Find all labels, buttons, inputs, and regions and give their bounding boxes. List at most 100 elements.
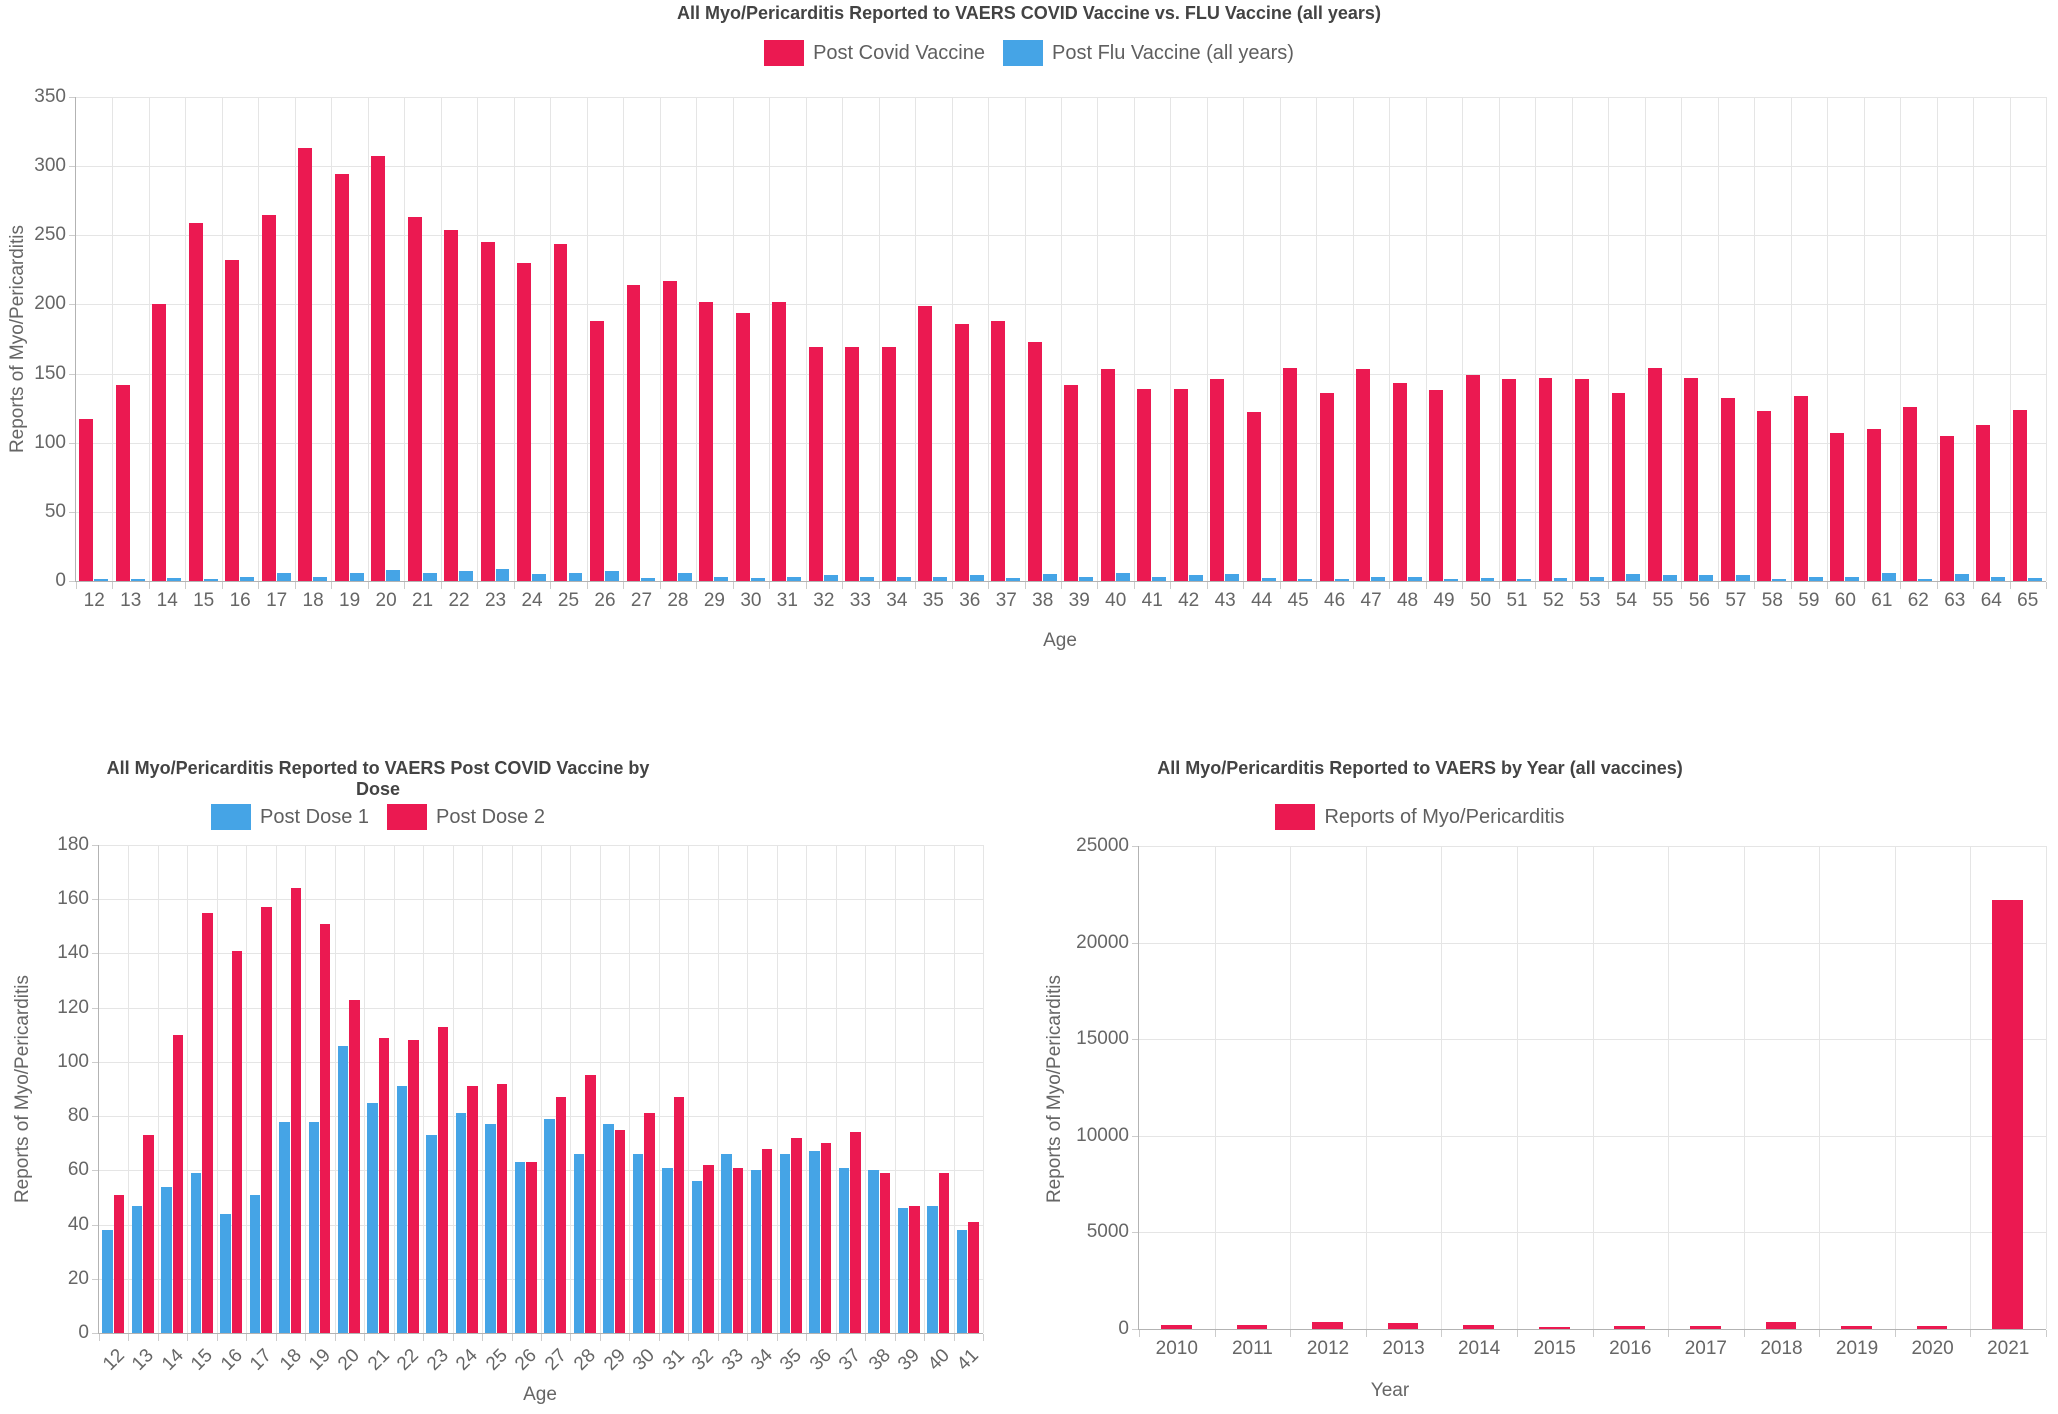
gridline bbox=[1279, 97, 1281, 581]
bar-post-dose-1-19 bbox=[308, 1121, 319, 1333]
gridline bbox=[482, 845, 484, 1333]
bar-post-covid-vaccine-44 bbox=[1246, 412, 1261, 581]
bar-post-dose-1-34 bbox=[750, 1170, 761, 1333]
x-tick-mark bbox=[2046, 582, 2047, 589]
y-tick-label: 120 bbox=[57, 996, 89, 1018]
bar-post-covid-vaccine-41 bbox=[1137, 388, 1152, 581]
legend-item-post-dose-1[interactable]: Post Dose 1 bbox=[211, 804, 369, 830]
bar-post-flu-vaccine-all-years--53 bbox=[1589, 576, 1604, 581]
bar-post-flu-vaccine-all-years--45 bbox=[1298, 579, 1313, 581]
gridline bbox=[1571, 97, 1573, 581]
bar-post-dose-2-23 bbox=[437, 1026, 449, 1333]
bar-post-covid-vaccine-64 bbox=[1976, 424, 1991, 581]
x-tick-label: 2020 bbox=[1911, 1338, 1954, 1359]
legend-item-post-flu-vaccine[interactable]: Post Flu Vaccine (all years) bbox=[1003, 40, 1294, 66]
y-tick-label: 350 bbox=[34, 86, 66, 107]
legend-swatch-blue bbox=[1003, 40, 1043, 66]
x-tick-mark bbox=[732, 582, 734, 589]
bar-post-dose-2-20 bbox=[349, 999, 360, 1333]
x-tick-label: 51 bbox=[1506, 590, 1528, 611]
gridline bbox=[953, 845, 955, 1333]
gridline bbox=[1608, 97, 1610, 581]
x-tick-label: 37 bbox=[995, 590, 1017, 611]
bar-post-flu-vaccine-all-years--33 bbox=[860, 576, 875, 581]
legend-swatch-red bbox=[387, 804, 427, 830]
x-tick-mark bbox=[1214, 1330, 1216, 1337]
bar-post-dose-2-25 bbox=[496, 1083, 508, 1333]
bar-post-covid-vaccine-50 bbox=[1465, 374, 1480, 581]
bar-post-dose-1-25 bbox=[485, 1124, 496, 1333]
legend-item-reports[interactable]: Reports of Myo/Pericarditis bbox=[1275, 804, 1565, 830]
chart-legend: Post Covid Vaccine Post Flu Vaccine (all… bbox=[0, 40, 2058, 66]
x-tick-mark bbox=[1024, 582, 1026, 589]
x-tick-label: 65 bbox=[2017, 590, 2039, 611]
gridline bbox=[258, 97, 260, 581]
bar-post-flu-vaccine-all-years--50 bbox=[1480, 578, 1495, 581]
gridline bbox=[1243, 97, 1245, 581]
x-tick-mark bbox=[2046, 1330, 2047, 1337]
plot-area: 0 50 100 150 200 250 300 350 12 13 14 15 16 17 18 19 20 2… bbox=[34, 86, 2047, 611]
x-tick-mark bbox=[1894, 1330, 1896, 1337]
x-tick-mark bbox=[878, 582, 880, 589]
legend-label: Reports of Myo/Pericarditis bbox=[1324, 805, 1565, 828]
gridline bbox=[1592, 846, 1594, 1329]
x-tick-mark bbox=[623, 582, 625, 589]
x-tick-label: 41 bbox=[1141, 590, 1163, 611]
bar-post-flu-vaccine-all-years--52 bbox=[1553, 578, 1568, 581]
bar-reports-of-myo-pericarditis-2017 bbox=[1690, 1326, 1721, 1329]
x-tick-label: 40 bbox=[1105, 590, 1127, 611]
x-tick-label: 19 bbox=[339, 590, 361, 611]
bar-post-flu-vaccine-all-years--13 bbox=[130, 579, 145, 581]
gridline bbox=[696, 97, 698, 581]
bar-post-flu-vaccine-all-years--24 bbox=[532, 574, 546, 581]
x-tick-mark bbox=[1498, 582, 1500, 589]
bar-post-dose-2-39 bbox=[909, 1205, 920, 1333]
legend-item-post-covid-vaccine[interactable]: Post Covid Vaccine bbox=[764, 40, 985, 66]
bar-post-flu-vaccine-all-years--41 bbox=[1152, 576, 1167, 581]
x-tick-label: 12 bbox=[83, 590, 105, 611]
bar-post-covid-vaccine-38 bbox=[1027, 341, 1042, 581]
bar-reports-of-myo-pericarditis-2021 bbox=[1992, 900, 2024, 1329]
gridline bbox=[1441, 846, 1443, 1329]
gridline bbox=[1535, 97, 1537, 581]
bar-post-dose-2-32 bbox=[703, 1164, 714, 1333]
y-tick-label: 0 bbox=[78, 1322, 89, 1343]
x-tick-mark bbox=[659, 582, 661, 589]
bar-post-covid-vaccine-18 bbox=[298, 148, 313, 581]
y-tick-mark bbox=[1132, 942, 1138, 944]
bar-post-covid-vaccine-61 bbox=[1866, 428, 1881, 581]
x-tick-mark bbox=[1441, 1330, 1443, 1337]
y-tick-label: 160 bbox=[57, 888, 89, 910]
x-tick-label: 35 bbox=[922, 590, 944, 611]
x-tick-label: 58 bbox=[1761, 590, 1783, 611]
bar-post-dose-1-14 bbox=[161, 1186, 172, 1333]
x-tick-mark bbox=[157, 1334, 159, 1341]
bar-reports-of-myo-pericarditis-2012 bbox=[1312, 1322, 1343, 1329]
bar-post-flu-vaccine-all-years--29 bbox=[714, 576, 729, 581]
bar-post-covid-vaccine-30 bbox=[735, 312, 750, 581]
bar-post-dose-1-28 bbox=[573, 1154, 585, 1333]
bar-post-covid-vaccine-16 bbox=[225, 260, 240, 581]
gridline bbox=[599, 845, 601, 1333]
bar-post-flu-vaccine-all-years--54 bbox=[1626, 574, 1641, 581]
gridline bbox=[1425, 97, 1427, 581]
x-tick-label: 43 bbox=[1214, 590, 1236, 611]
bar-post-flu-vaccine-all-years--62 bbox=[1918, 579, 1933, 581]
bar-post-covid-vaccine-14 bbox=[152, 304, 167, 581]
y-tick-mark bbox=[92, 1170, 98, 1172]
x-tick-label: 47 bbox=[1360, 590, 1382, 611]
x-tick-label: 32 bbox=[813, 590, 835, 611]
bar-post-covid-vaccine-59 bbox=[1793, 395, 1808, 581]
x-tick-label: 2021 bbox=[1987, 1338, 2030, 1359]
legend-item-post-dose-2[interactable]: Post Dose 2 bbox=[387, 804, 545, 830]
bar-post-dose-2-33 bbox=[732, 1167, 744, 1333]
gridline bbox=[1498, 97, 1500, 581]
x-tick-label: 13 bbox=[120, 590, 142, 611]
gridline bbox=[1970, 846, 1972, 1329]
x-tick-mark bbox=[688, 1334, 690, 1341]
x-tick-mark bbox=[806, 1334, 808, 1341]
x-tick-mark bbox=[513, 582, 515, 589]
x-tick-label: 53 bbox=[1579, 590, 1601, 611]
bar-post-covid-vaccine-27 bbox=[626, 285, 641, 581]
